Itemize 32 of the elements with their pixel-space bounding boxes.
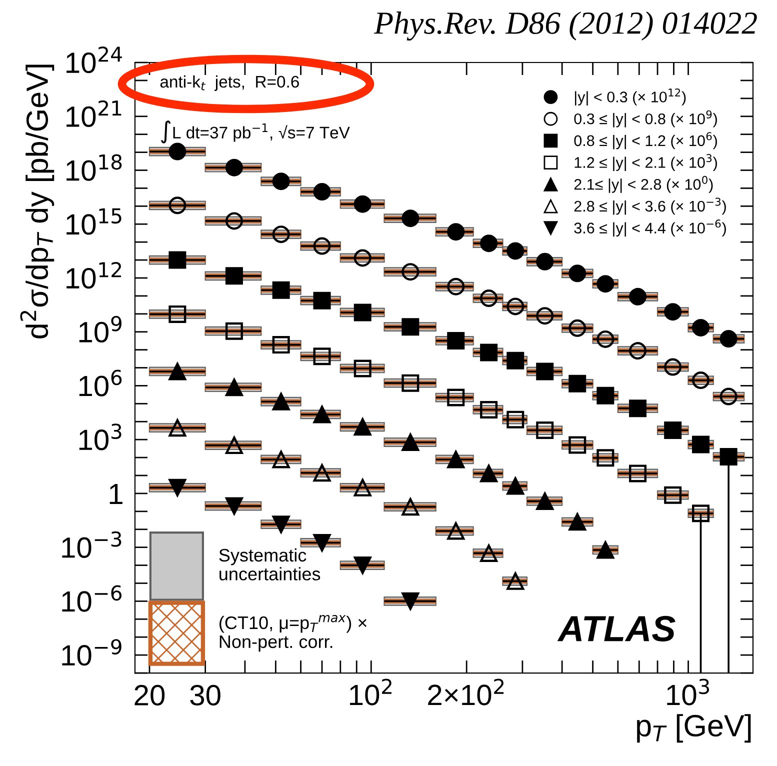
x-tick-label: 10$^{2}$ (350, 678, 392, 706)
legend-label: |y| < 0.3 (× 10$^{12}$) (574, 88, 686, 106)
y-tick-label: 10$^{3}$ (79, 424, 122, 450)
x-tick-label: 20 (134, 684, 165, 706)
x-axis-title: p$_{T}$ [GeV] (637, 714, 751, 743)
y-tick-label: 10$^{−3}$ (62, 531, 122, 558)
y-tick-label: 10$^{21}$ (66, 100, 122, 128)
y-tick-label: 10$^{−6}$ (62, 585, 122, 612)
y-tick-label: 10$^{9}$ (79, 316, 122, 342)
y-tick-label: 10$^{18}$ (66, 154, 122, 181)
legend-label: 2.8 ≤ |y| < 3.6 (× 10$^{−3}$) (574, 198, 726, 215)
x-tick-label: 30 (190, 684, 220, 706)
y-axis-title: d$^{2}$σ/dp$_{T}$ dy [pb/GeV] (20, 64, 54, 338)
legend-label: 0.3 ≤ |y| < 0.8 (× 10$^{9}$) (574, 110, 717, 128)
y-tick-label: 1 (110, 484, 122, 504)
annotation: ATLAS (557, 616, 676, 642)
x-tick-label: 2×10$^{2}$ (428, 678, 504, 706)
annotation: Systematic uncertainties (219, 548, 320, 580)
legend-label: 2.1≤ |y| < 2.8 (× 10$^{0}$) (574, 176, 713, 193)
y-tick-label: 10$^{12}$ (66, 262, 122, 289)
chart-title: Phys.Rev. D86 (2012) 014022 (374, 11, 757, 41)
x-tick-label: 10$^{3}$ (667, 678, 709, 706)
annotation: anti-k$_{t}$ jets, R=0.6 (160, 75, 299, 91)
y-tick-label: 10$^{24}$ (66, 46, 122, 74)
legend-label: 3.6 ≤ |y| < 4.4 (× 10$^{−6}$) (574, 220, 726, 237)
y-tick-label: 10$^{15}$ (66, 208, 122, 235)
legend-label: 1.2 ≤ |y| < 2.1 (× 10$^{3}$) (574, 154, 717, 172)
annotation: (CT10, μ=p$_{T}$$^{max}$) × Non-pert. corr. (220, 614, 367, 652)
legend-label: 0.8 ≤ |y| < 1.2 (× 10$^{6}$) (574, 132, 717, 150)
y-tick-label: 10$^{6}$ (79, 370, 122, 396)
y-tick-label: 10$^{−9}$ (62, 639, 122, 666)
annotation: ∫L dt=37 pb$^{−1}$, √s=7 TeV (161, 120, 350, 144)
